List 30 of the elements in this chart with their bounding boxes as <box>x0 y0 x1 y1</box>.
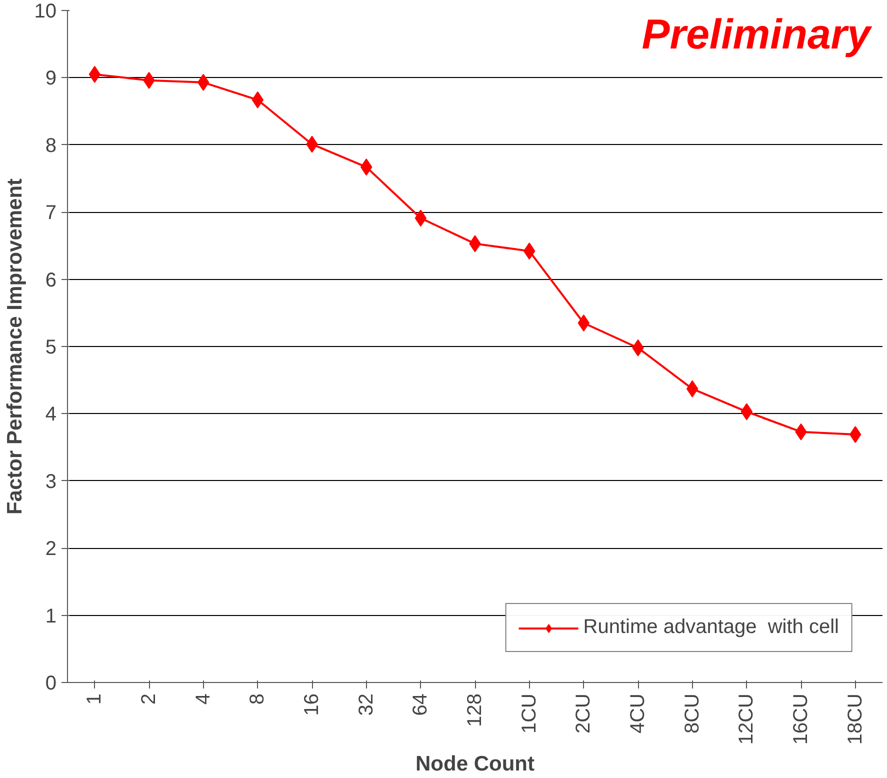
y-tick-label: 10 <box>34 0 57 22</box>
x-tick-label: 16CU <box>790 693 812 745</box>
x-tick-label: 2CU <box>572 693 595 734</box>
y-tick-label: 2 <box>45 538 56 560</box>
x-tick-label: 8CU <box>681 693 704 734</box>
x-tick-label: 2 <box>138 694 160 705</box>
y-tick-label: 1 <box>45 605 56 628</box>
y-tick-label: 7 <box>45 202 56 224</box>
x-tick-label: 12CU <box>736 693 758 745</box>
x-tick-label: 1CU <box>518 693 540 734</box>
legend-label: Runtime advantage with cell <box>583 616 839 639</box>
x-tick-label: 16 <box>301 693 323 716</box>
x-axis-title: Node Count <box>416 752 534 776</box>
y-tick-label: 9 <box>45 68 56 90</box>
x-tick-label: 4CU <box>627 693 649 734</box>
x-tick-label: 32 <box>355 693 378 716</box>
y-tick-label: 0 <box>45 672 56 694</box>
x-tick-label: 8 <box>246 694 269 705</box>
annotation: Preliminary <box>642 10 874 58</box>
y-axis-title: Factor Performance Improvement <box>3 178 26 515</box>
x-tick-label: 128 <box>464 693 486 727</box>
y-tick-label: 5 <box>45 336 56 358</box>
x-tick-label: 1 <box>84 694 106 705</box>
y-tick-label: 6 <box>45 269 56 292</box>
y-tick-label: 8 <box>45 134 56 157</box>
x-tick-label: 64 <box>410 693 432 716</box>
x-tick-label: 4 <box>192 694 214 705</box>
y-tick-label: 4 <box>45 404 56 426</box>
y-tick-label: 3 <box>45 470 56 493</box>
x-tick-label: 18CU <box>844 693 866 745</box>
